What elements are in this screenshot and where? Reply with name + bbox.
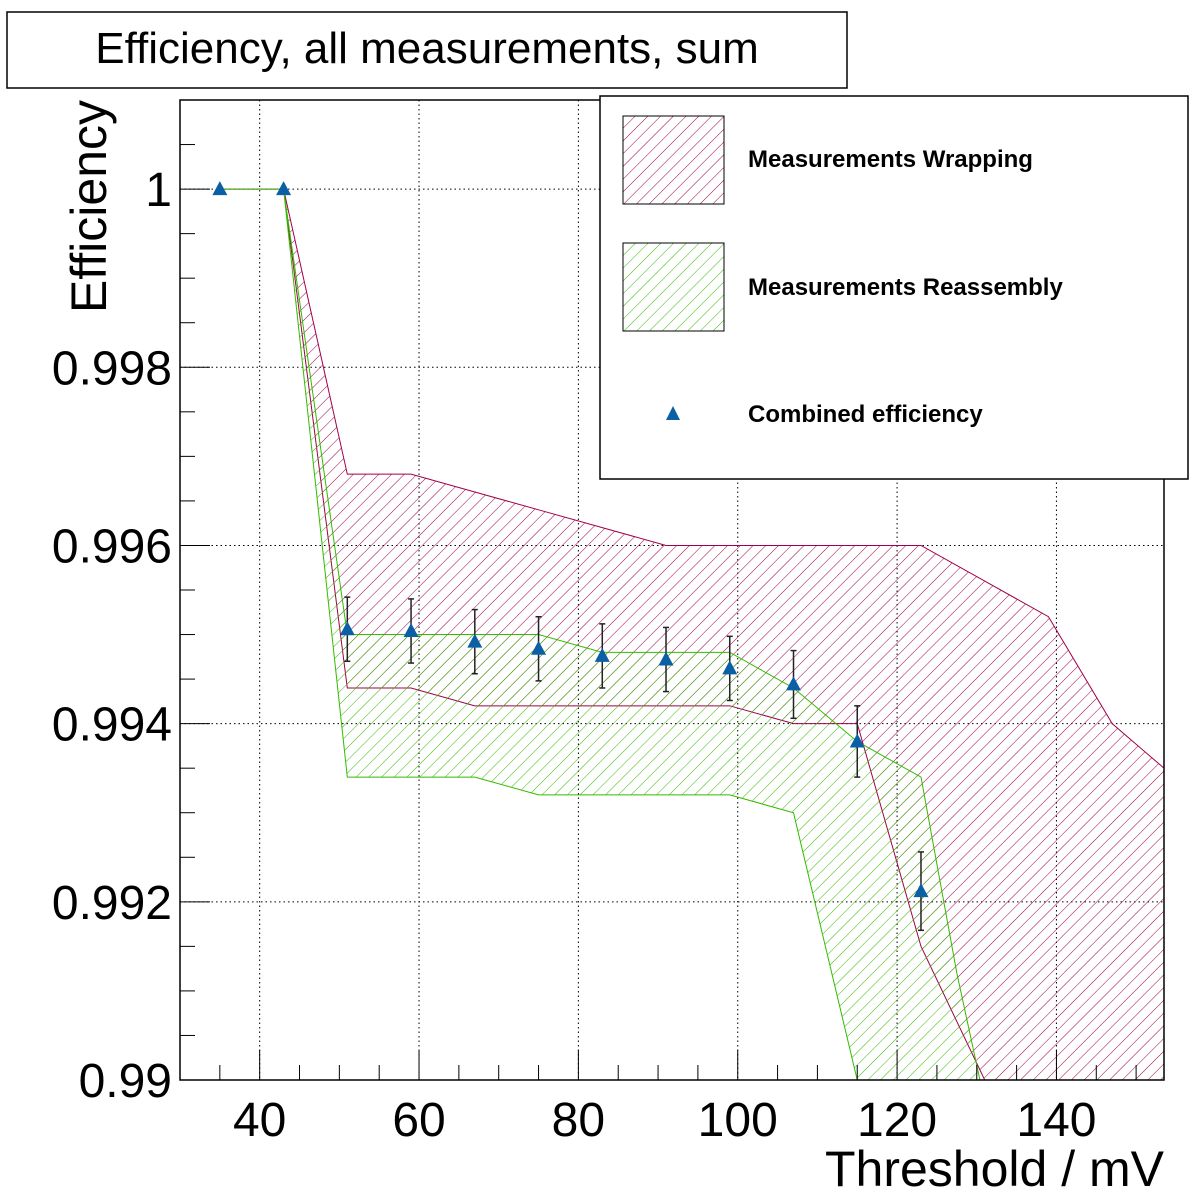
y-tick-label: 0.992 [52,877,172,930]
data-point [786,676,802,691]
x-tick-label: 60 [392,1094,445,1147]
chart-title-box: Efficiency, all measurements, sum [6,11,848,89]
data-point [467,633,483,648]
data-point [276,181,292,196]
data-point [849,733,865,748]
legend-marker-combined [666,406,680,420]
axis-ticks [179,99,1137,1081]
data-point [722,660,738,675]
data-point [913,883,929,898]
legend-entry-wrapping: Measurements Wrapping [622,115,1033,205]
y-tick-label: 1 [145,164,172,217]
x-axis-title: Threshold / mV [825,1141,1165,1197]
chart-title: Efficiency, all measurements, sum [95,24,759,73]
legend-entry-combined: Combined efficiency [666,401,983,428]
points-layer [212,181,929,932]
y-tick-label: 0.99 [79,1055,172,1108]
legend-label-combined: Combined efficiency [748,401,983,428]
x-tick-label: 80 [552,1094,605,1147]
y-tick-label: 0.994 [52,699,172,752]
x-tick-label: 100 [698,1094,778,1147]
y-tick-label: 0.996 [52,520,172,573]
data-point [594,647,610,662]
x-tick-label: 140 [1016,1094,1096,1147]
band-reassembly [219,188,981,1080]
data-point [531,640,547,655]
data-point [658,651,674,666]
x-tick-labels: 40 60 80 100 120 140 [233,1094,1097,1147]
data-point [339,621,355,636]
x-tick-label: 120 [857,1094,937,1147]
y-tick-label: 0.998 [52,342,172,395]
legend-label-wrapping: Measurements Wrapping [748,146,1033,173]
y-tick-labels: 0.99 0.992 0.994 0.996 0.998 1 [52,164,172,1108]
legend-swatch-wrapping [622,115,725,205]
y-axis-title: Efficiency [61,100,117,313]
band-layer [219,188,1164,1080]
data-point [212,181,228,196]
legend-label-reassembly: Measurements Reassembly [748,274,1063,301]
legend-swatch-reassembly [622,242,725,332]
x-tick-label: 40 [233,1094,286,1147]
legend: Measurements Wrapping Measurements Reass… [599,95,1189,480]
legend-entry-reassembly: Measurements Reassembly [622,242,1063,332]
data-point [403,622,419,637]
